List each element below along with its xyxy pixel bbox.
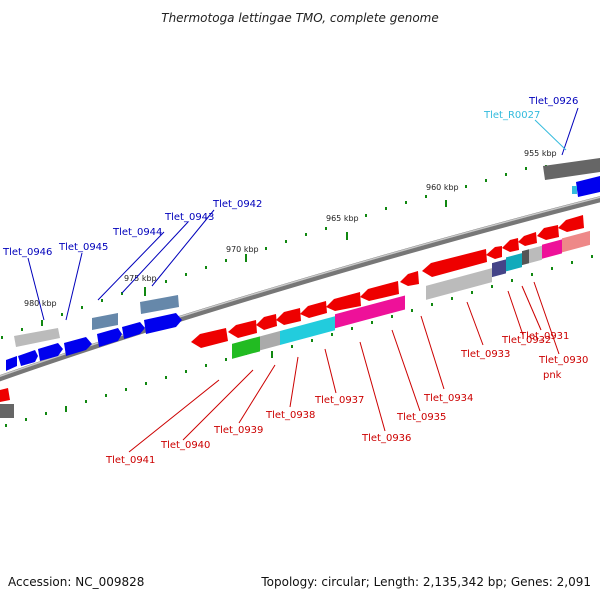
gene-tlet-0931[interactable]	[518, 232, 537, 246]
gene-cyan-segment[interactable]	[280, 316, 335, 345]
gene-magenta-segment-1[interactable]	[335, 305, 367, 329]
gene-pink-segment[interactable]	[562, 230, 590, 253]
label-tlet-0931[interactable]: Tlet_0931	[519, 331, 569, 342]
gene-gray-forward-2[interactable]	[92, 313, 118, 330]
gene-tlet-0938[interactable]	[300, 301, 327, 318]
label-tlet-0937[interactable]: Tlet_0937	[314, 395, 364, 406]
forward-labels: Tlet_0926 Tlet_R0027 Tlet_0942 Tlet_0943…	[2, 96, 578, 258]
label-tlet-0945[interactable]: Tlet_0945	[58, 242, 108, 253]
gene-gray-forward-4[interactable]	[543, 158, 600, 180]
gene-tlet-0935[interactable]	[400, 271, 419, 286]
gene-magenta-segment-3[interactable]	[542, 239, 562, 259]
label-pnk[interactable]: pnk	[543, 370, 562, 381]
gene-tlet-0940[interactable]	[256, 314, 277, 330]
reverse-leader-lines	[128, 281, 560, 453]
rna-leader-line	[534, 119, 567, 151]
outer-scale-dots	[1, 165, 547, 339]
label-tlet-0930[interactable]: Tlet_0930	[538, 355, 588, 366]
gene-teal-segment[interactable]	[506, 253, 522, 272]
label-tlet-0939[interactable]: Tlet_0939	[213, 425, 263, 436]
gene-tlet-0926[interactable]	[576, 176, 600, 197]
gene-tlet-0944b[interactable]	[122, 322, 145, 339]
gene-tlet-r0027[interactable]	[572, 186, 577, 194]
label-tlet-0942[interactable]: Tlet_0942	[212, 199, 262, 210]
scale-label-975: 975 kbp	[124, 274, 157, 283]
label-tlet-0932[interactable]: Tlet_0932	[501, 335, 551, 346]
gene-tlet-0936[interactable]	[360, 281, 399, 301]
genome-backbone	[0, 196, 600, 382]
gene-tlet-0945b[interactable]	[64, 337, 92, 356]
forward-genes	[6, 158, 600, 371]
label-tlet-0936[interactable]: Tlet_0936	[361, 433, 411, 444]
gene-navy-segment[interactable]	[492, 259, 506, 278]
gene-tlet-0943[interactable]	[144, 313, 182, 334]
gene-tlet-0939[interactable]	[276, 308, 301, 325]
gene-tlet-0944[interactable]	[97, 328, 122, 347]
gene-lightgray-segment[interactable]	[529, 245, 542, 264]
gene-tlet-0933[interactable]	[486, 246, 502, 259]
gene-tlet-0946[interactable]	[6, 356, 17, 371]
reverse-genes	[0, 215, 590, 418]
accession-text: Accession: NC_009828	[8, 575, 144, 589]
gene-magenta-segment-2[interactable]	[367, 295, 405, 320]
scale-label-955: 955 kbp	[524, 149, 557, 158]
label-tlet-0934[interactable]: Tlet_0934	[423, 393, 473, 404]
label-tlet-0938[interactable]: Tlet_0938	[265, 410, 315, 421]
label-tlet-0933[interactable]: Tlet_0933	[460, 349, 510, 360]
scale-label-965: 965 kbp	[326, 214, 359, 223]
gene-gray-forward-1[interactable]	[14, 328, 60, 347]
topology-text: Topology: circular; Length: 2,135,342 bp…	[260, 575, 591, 589]
gene-tlet-0934[interactable]	[422, 249, 487, 277]
gene-tlet-0930[interactable]	[537, 225, 559, 240]
gene-gray-segment-2[interactable]	[426, 268, 492, 300]
label-tlet-0946[interactable]: Tlet_0946	[2, 247, 52, 258]
forward-leader-lines	[27, 107, 579, 321]
gene-darkgray-segment[interactable]	[522, 249, 529, 266]
label-tlet-0940[interactable]: Tlet_0940	[160, 440, 210, 451]
gene-tlet-0946b[interactable]	[18, 350, 38, 366]
scale-label-960: 960 kbp	[426, 183, 459, 192]
scale-label-970: 970 kbp	[226, 245, 259, 254]
gene-tlet-0945[interactable]	[38, 343, 63, 361]
reverse-labels: Tlet_0941 Tlet_0940 Tlet_0939 Tlet_0938 …	[105, 331, 588, 466]
gene-green-segment[interactable]	[232, 336, 260, 359]
label-tlet-0941[interactable]: Tlet_0941	[105, 455, 155, 466]
label-tlet-r0027[interactable]: Tlet_R0027	[483, 110, 540, 121]
gene-gray-forward-3[interactable]	[140, 295, 179, 314]
label-tlet-0926[interactable]: Tlet_0926	[528, 96, 578, 107]
gene-tlet-0932[interactable]	[502, 238, 519, 252]
gene-tlet-0941[interactable]	[191, 328, 228, 348]
scale-label-980: 980 kbp	[24, 299, 57, 308]
gene-gray-left-edge[interactable]	[0, 404, 14, 418]
gene-gray-segment-1[interactable]	[260, 330, 280, 351]
map-title: Thermotoga lettingae TMO, complete genom…	[161, 11, 439, 25]
gene-left-edge[interactable]	[0, 388, 10, 402]
gene-tlet-0941b[interactable]	[228, 320, 257, 338]
label-tlet-0944[interactable]: Tlet_0944	[112, 227, 162, 238]
label-tlet-0943[interactable]: Tlet_0943	[164, 212, 214, 223]
label-tlet-0935[interactable]: Tlet_0935	[396, 412, 446, 423]
gene-pnk[interactable]	[558, 215, 584, 232]
gene-tlet-0937[interactable]	[326, 292, 361, 311]
